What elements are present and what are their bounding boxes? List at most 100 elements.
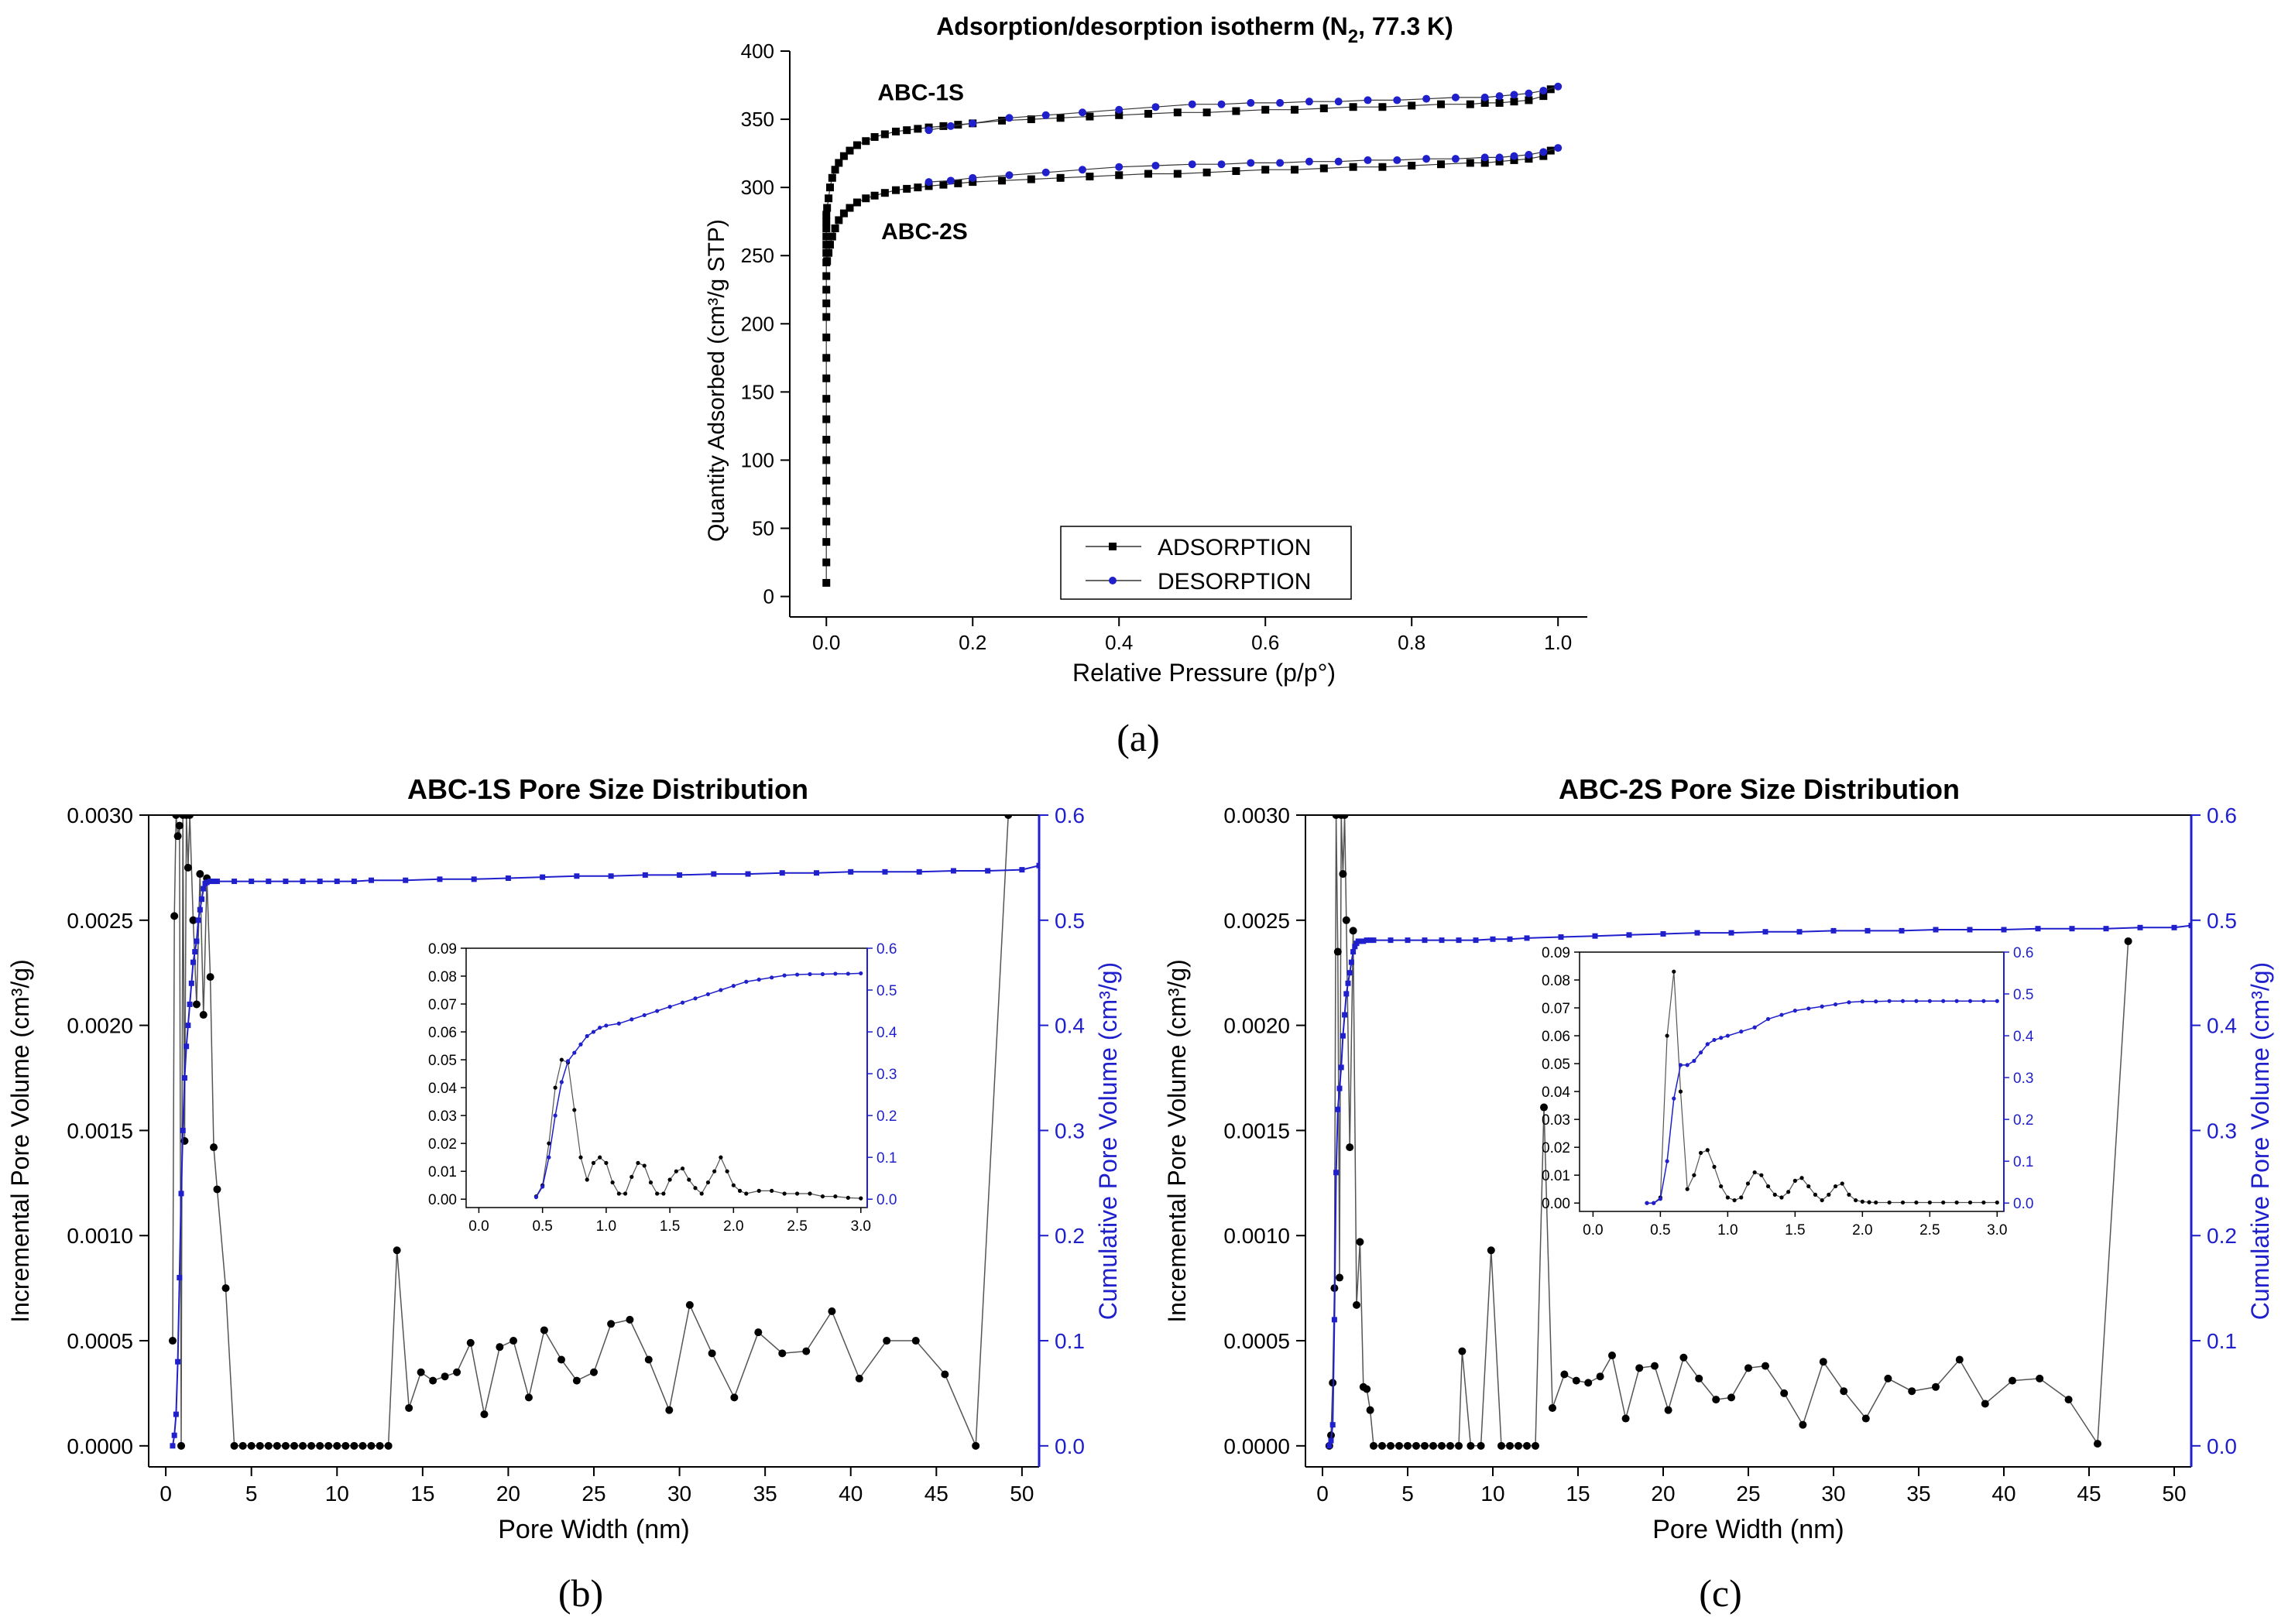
chart-a-adsorption-point xyxy=(846,204,854,212)
chart-b-y-tick-label-left: 0.0020 xyxy=(67,1014,133,1038)
chart-c-cumulative-point xyxy=(1338,1064,1344,1071)
chart-a-adsorption-point xyxy=(1539,92,1548,101)
chart-c-inset-cumulative-point xyxy=(1739,1030,1744,1034)
chart-b-incremental-point xyxy=(540,1326,548,1334)
chart-b-incremental-point xyxy=(358,1441,367,1450)
chart-a-adsorption-point xyxy=(903,184,911,193)
chart-b-cumulative-point xyxy=(170,1443,176,1449)
chart-c: ABC-2S Pore Size Distribution 0 5 10 15 20 25 3… xyxy=(1163,773,2274,1544)
chart-a-adsorption-point xyxy=(822,436,831,444)
chart-c-inset-x-tick-label: 2.0 xyxy=(1852,1222,1872,1239)
chart-c-x-tick-label: 35 xyxy=(1906,1482,1930,1506)
chart-a-y-tick-label: 50 xyxy=(752,517,774,540)
chart-b-inset-incremental-point xyxy=(699,1191,704,1196)
chart-c-x-tick-label: 30 xyxy=(1821,1482,1845,1506)
chart-c-inset-y-tick-label-left: 0.03 xyxy=(1542,1112,1570,1129)
chart-c-inset-cumulative-point xyxy=(1765,1016,1771,1022)
chart-a-adsorption-point xyxy=(1525,155,1533,163)
chart-b-incremental-point xyxy=(206,973,214,982)
chart-b-incremental-point xyxy=(590,1368,598,1376)
chart-a-y-tick-label: 200 xyxy=(741,312,774,335)
chart-c-inset-incremental-point xyxy=(1672,969,1676,974)
chart-b-incremental-point xyxy=(972,1441,980,1450)
chart-b-incremental-point xyxy=(281,1441,290,1450)
chart-a-adsorption-point xyxy=(1056,173,1065,182)
chart-a-adsorption-point xyxy=(1144,170,1153,178)
chart-c-cumulative-point xyxy=(1933,927,1939,933)
chart-a-adsorption-point xyxy=(822,232,831,241)
chart-c-inset-cumulative-point xyxy=(1847,1000,1851,1005)
chart-c-cumulative-point xyxy=(1899,927,1905,934)
chart-a-desorption-point xyxy=(1041,111,1050,119)
chart-a-adsorption-point xyxy=(822,333,831,341)
chart-b-y-tick-label-right: 0.0 xyxy=(1055,1434,1085,1458)
chart-a-adsorption-point xyxy=(1291,166,1299,174)
chart-a-adsorption-point xyxy=(1202,168,1211,176)
chart-a-adsorption-point xyxy=(998,176,1007,185)
chart-a-desorption-point xyxy=(1078,108,1086,117)
chart-a-adsorption-point xyxy=(822,558,831,567)
chart-a-desorption-point xyxy=(1115,105,1123,114)
chart-b-inset-cumulative-point xyxy=(782,973,787,978)
chart-c-cumulative-point xyxy=(2001,927,2007,933)
chart-c-cumulative-point xyxy=(1329,1422,1336,1428)
chart-c-incremental-point xyxy=(1540,1103,1548,1112)
chart-c-cumulative-point xyxy=(1830,927,1837,934)
chart-a-adsorption-point xyxy=(862,137,870,146)
chart-c-cumulative-point xyxy=(2137,924,2143,930)
chart-b-incremental-point xyxy=(644,1355,653,1364)
chart-a-adsorption-point xyxy=(835,159,843,167)
chart-a-desorption-point xyxy=(1364,96,1372,104)
chart-a-desorption-point xyxy=(946,176,955,185)
chart-b-inset-cumulative-point xyxy=(598,1026,602,1030)
chart-c-x-tick-label: 20 xyxy=(1651,1482,1675,1506)
chart-b-incremental-point xyxy=(708,1349,716,1358)
chart-c-incremental-point xyxy=(1762,1362,1769,1370)
chart-c-cumulative-point xyxy=(1336,1085,1343,1091)
chart-b-x-tick-label: 25 xyxy=(581,1482,605,1506)
chart-b-inset-incremental-point xyxy=(604,1160,609,1165)
chart-a-x-label: Relative Pressure (p/p°) xyxy=(1072,659,1336,687)
chart-a-desorption-point xyxy=(1510,152,1518,160)
chart-b-incremental-point xyxy=(607,1320,616,1328)
chart-c-x-tick-label: 15 xyxy=(1566,1482,1590,1506)
chart-c-cumulative-point xyxy=(1340,1033,1346,1039)
chart-c-inset-y-tick-label-right: 0.0 xyxy=(2013,1196,2033,1212)
chart-c-inset-incremental-point xyxy=(1792,1178,1797,1183)
chart-c-incremental-point xyxy=(1635,1364,1644,1372)
chart-b-incremental-point xyxy=(168,1337,177,1345)
chart-b-y-tick-label-left: 0.0000 xyxy=(67,1434,133,1458)
chart-c-y-tick-label-right: 0.1 xyxy=(2207,1329,2237,1353)
chart-b-inset-cumulative-point xyxy=(744,979,749,984)
chart-c-inset-cumulative-point xyxy=(1792,1009,1797,1013)
chart-c-cumulative-point xyxy=(1388,937,1394,944)
chart-c-inset-cumulative-point xyxy=(1692,1058,1696,1064)
chart-c-inset-cumulative-point xyxy=(1995,999,1999,1003)
chart-b-incremental-point xyxy=(299,1441,307,1450)
chart-a-adsorption-point xyxy=(852,198,861,207)
chart-b-cumulative-point xyxy=(540,874,546,880)
chart-a-adsorption-point xyxy=(1144,110,1153,118)
chart-a-desorption-point xyxy=(1393,96,1401,104)
chart-c-inset-incremental-point xyxy=(1847,1192,1851,1197)
chart-b-incremental-point xyxy=(170,912,179,920)
chart-c-cumulative-point xyxy=(1364,937,1370,944)
chart-c-inset-y-tick-label-left: 0.00 xyxy=(1542,1196,1570,1212)
chart-b-inset-incremental-point xyxy=(693,1186,698,1191)
chart-b-cumulative-point xyxy=(188,980,194,986)
chart-b-inset-cumulative-point xyxy=(578,1042,583,1047)
chart-b-cumulative-point xyxy=(190,959,196,965)
chart-c-incremental-point xyxy=(1333,947,1342,956)
chart-b-cumulative-point xyxy=(197,906,203,913)
chart-a-desorption-point xyxy=(969,119,977,128)
chart-a-desorption-point xyxy=(1305,98,1313,106)
chart-b-inset-cumulative-point xyxy=(604,1023,609,1028)
chart-a-desorption-point xyxy=(1525,89,1533,98)
chart-c-incremental-point xyxy=(2009,1376,2016,1385)
chart-a-y-tick-label: 250 xyxy=(741,244,774,267)
chart-c-cumulative-point xyxy=(1348,959,1354,965)
chart-a-adsorption-point xyxy=(1173,108,1182,117)
chart-b-incremental-point xyxy=(238,1441,247,1450)
chart-a-adsorption-point xyxy=(852,141,861,149)
chart-b-cumulative-point xyxy=(199,896,205,903)
